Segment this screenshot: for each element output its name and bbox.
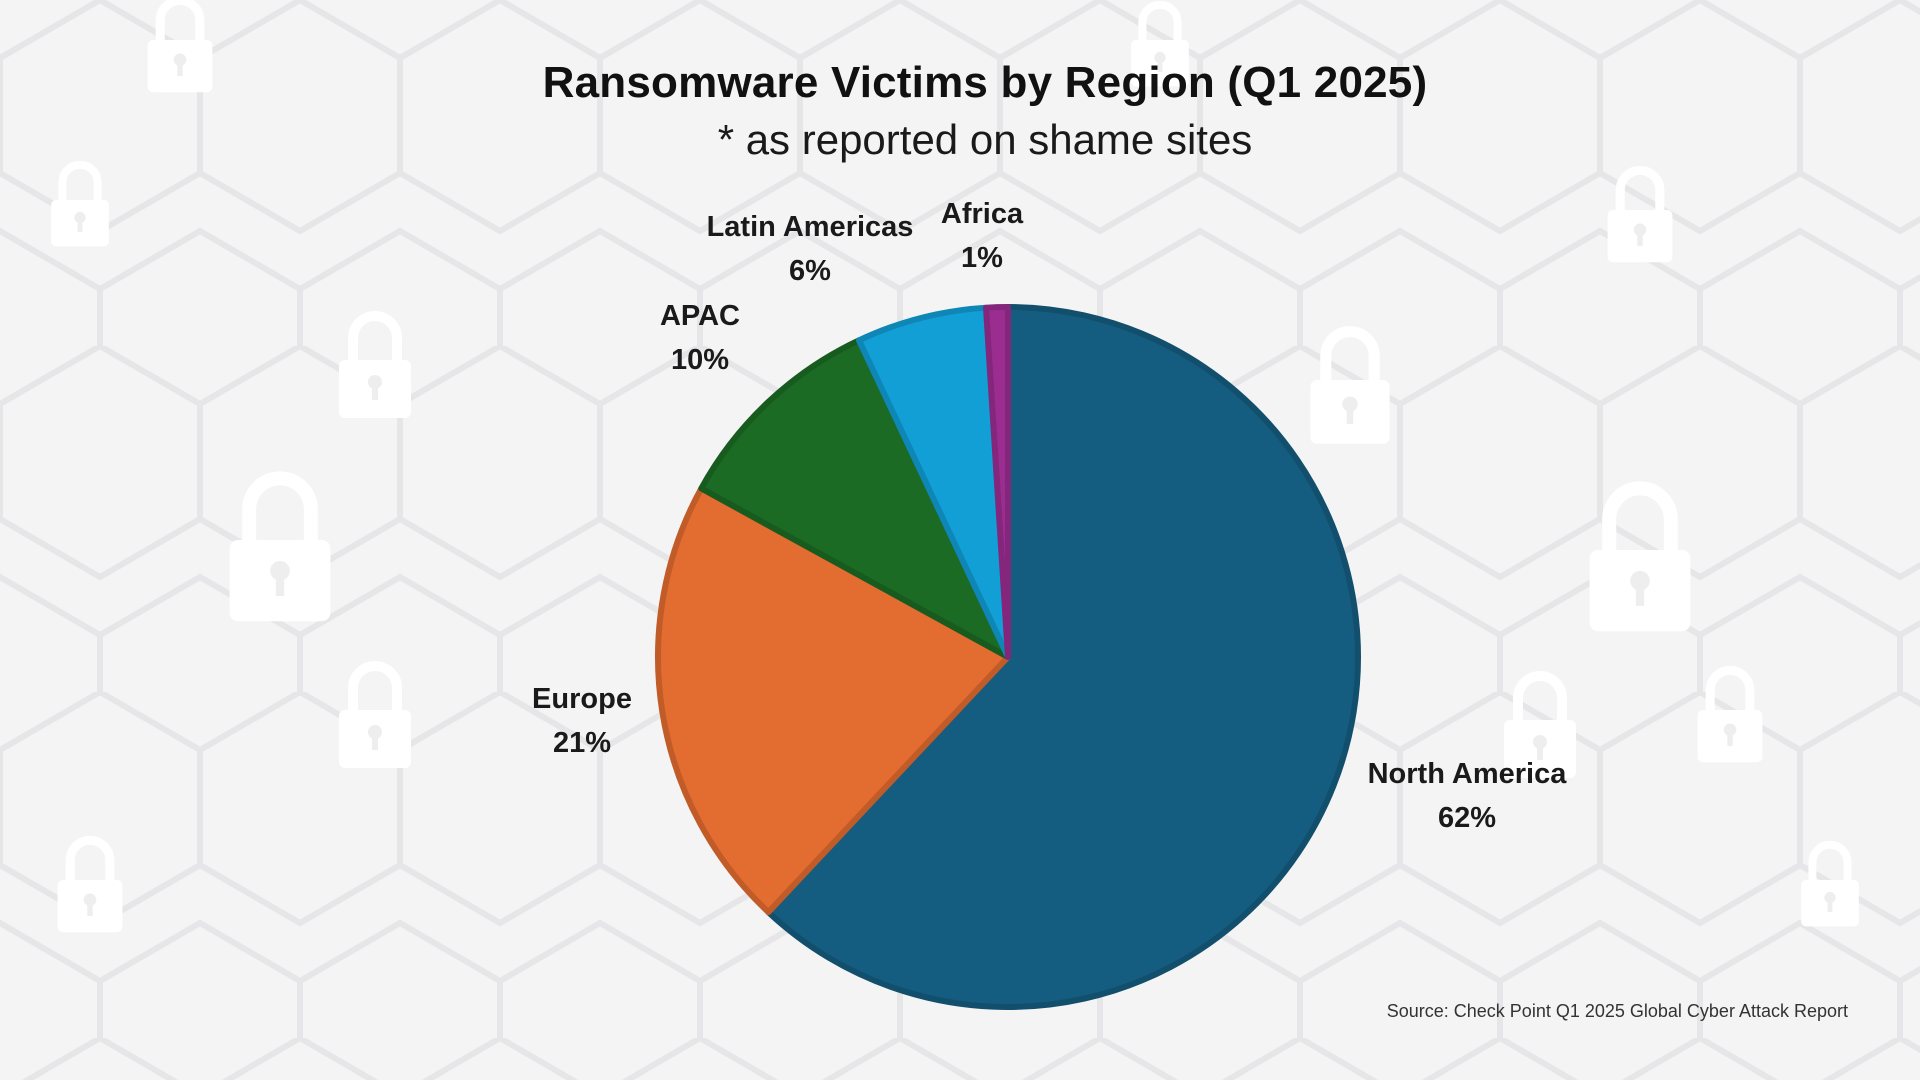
slice-label-name: APAC [660,300,740,332]
pie-slice-apac [698,337,1011,660]
slice-label-value: 62% [1438,802,1496,834]
source-note: Source: Check Point Q1 2025 Global Cyber… [1386,1001,1848,1021]
pie-labels: North America 62% Europe 21% APAC 10% Latin Am… [532,198,1567,834]
slice-label-name: Europe [532,683,632,715]
pie-slice-north-america [765,304,1361,1010]
slice-label-value: 1% [961,242,1003,274]
chart-title: Ransomware Victims by Region (Q1 2025) [542,58,1428,107]
slice-label-value: 10% [671,344,729,376]
slice-label-name: North America [1368,758,1568,790]
pie-slice-europe [655,485,1011,916]
pie-slices [655,303,1361,1010]
slice-label-name: Africa [941,198,1024,230]
pie-slice-africa [983,303,1011,660]
slice-label-value: 6% [789,255,831,287]
slice-label-name: Latin Americas [707,211,914,243]
chart-subtitle: * as reported on shame sites [717,116,1253,163]
slice-label-value: 21% [553,727,611,759]
